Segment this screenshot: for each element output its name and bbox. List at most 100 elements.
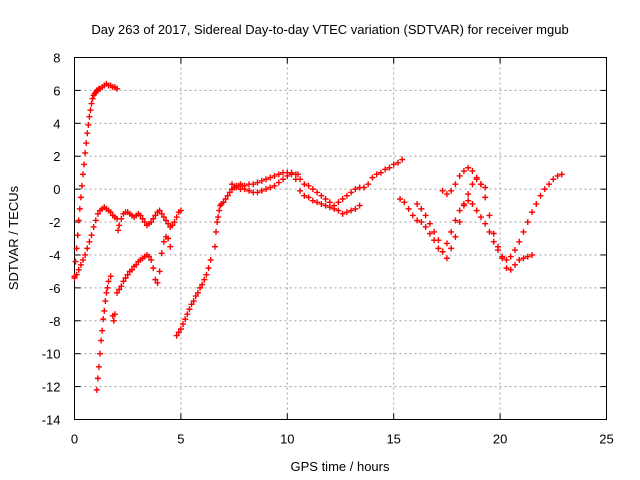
data-point-marker bbox=[86, 113, 93, 120]
data-point-marker bbox=[529, 209, 536, 216]
data-point-marker bbox=[216, 207, 223, 214]
data-point-marker bbox=[537, 192, 544, 199]
data-point-marker bbox=[116, 286, 123, 293]
data-point-marker bbox=[226, 189, 233, 196]
data-point-marker bbox=[199, 281, 206, 288]
data-point-marker bbox=[448, 187, 455, 194]
data-point-marker bbox=[448, 245, 455, 252]
x-tick-label: 20 bbox=[493, 432, 507, 447]
data-point-marker bbox=[141, 219, 148, 226]
data-point-marker bbox=[477, 181, 484, 188]
x-tick-label: 15 bbox=[386, 432, 400, 447]
data-point-marker bbox=[422, 223, 429, 230]
x-tick-label: 10 bbox=[280, 432, 294, 447]
data-point-marker bbox=[93, 386, 100, 393]
x-axis-label: GPS time / hours bbox=[291, 459, 390, 474]
y-tick-label: 6 bbox=[53, 83, 60, 98]
data-point-marker bbox=[165, 220, 172, 227]
data-point-marker bbox=[224, 192, 231, 199]
data-point-marker bbox=[516, 238, 523, 245]
data-point-marker bbox=[326, 204, 333, 211]
y-tick-label: 8 bbox=[53, 51, 60, 66]
data-point-marker bbox=[524, 253, 531, 260]
data-point-marker bbox=[250, 181, 257, 188]
data-point-marker bbox=[173, 332, 180, 339]
data-point-marker bbox=[348, 189, 355, 196]
data-point-marker bbox=[482, 194, 489, 201]
grid bbox=[74, 57, 607, 420]
data-point-marker bbox=[292, 176, 299, 183]
data-point-marker bbox=[386, 164, 393, 171]
data-point-marker bbox=[214, 219, 221, 226]
data-point-marker bbox=[399, 156, 406, 163]
data-point-marker bbox=[414, 200, 421, 207]
data-point-marker bbox=[435, 237, 442, 244]
data-point-marker bbox=[554, 172, 561, 179]
data-point-marker bbox=[84, 245, 91, 252]
data-point-marker bbox=[175, 329, 182, 336]
data-point-marker bbox=[72, 258, 79, 265]
data-point-marker bbox=[158, 210, 165, 217]
data-point-marker bbox=[254, 189, 261, 196]
data-point-marker bbox=[305, 194, 312, 201]
data-point-marker bbox=[452, 217, 459, 224]
plot-frame bbox=[74, 57, 607, 420]
data-point-marker bbox=[152, 276, 159, 283]
data-point-marker bbox=[118, 215, 125, 222]
data-point-marker bbox=[182, 316, 189, 323]
data-point-marker bbox=[520, 228, 527, 235]
data-point-marker bbox=[82, 149, 89, 156]
data-point-marker bbox=[215, 214, 222, 221]
data-point-marker bbox=[369, 174, 376, 181]
data-point-marker bbox=[150, 215, 157, 222]
data-point-marker bbox=[124, 271, 131, 278]
data-point-marker bbox=[314, 189, 321, 196]
data-point-marker bbox=[271, 172, 278, 179]
data-point-marker bbox=[460, 168, 467, 175]
data-point-marker bbox=[148, 219, 155, 226]
data-point-marker bbox=[102, 298, 109, 305]
data-point-marker bbox=[165, 235, 172, 242]
data-point-marker bbox=[473, 174, 480, 181]
data-point-marker bbox=[439, 248, 446, 255]
data-point-marker bbox=[197, 284, 204, 291]
data-point-marker bbox=[426, 220, 433, 227]
data-point-marker bbox=[152, 212, 159, 219]
data-point-marker bbox=[258, 187, 265, 194]
data-point-marker bbox=[507, 253, 514, 260]
data-point-marker bbox=[490, 238, 497, 245]
data-point-marker bbox=[107, 273, 114, 280]
data-point-marker bbox=[486, 228, 493, 235]
data-point-marker bbox=[499, 253, 506, 260]
data-point-marker bbox=[160, 238, 167, 245]
data-point-marker bbox=[87, 107, 94, 114]
y-tick-label: -8 bbox=[49, 314, 61, 329]
data-point-marker bbox=[213, 228, 220, 235]
data-point-marker bbox=[116, 222, 123, 229]
data-point-marker bbox=[71, 274, 78, 281]
data-point-marker bbox=[107, 209, 114, 216]
y-tick-label: -6 bbox=[49, 281, 61, 296]
data-point-marker bbox=[360, 184, 367, 191]
data-point-marker bbox=[73, 245, 80, 252]
data-point-marker bbox=[73, 271, 80, 278]
data-point-marker bbox=[309, 197, 316, 204]
data-point-marker bbox=[167, 243, 174, 250]
data-point-marker bbox=[507, 266, 514, 273]
x-tick-label: 5 bbox=[177, 432, 184, 447]
y-tick-label: -2 bbox=[49, 215, 61, 230]
data-point-marker bbox=[314, 199, 321, 206]
data-point-marker bbox=[280, 176, 287, 183]
y-tick-label: 4 bbox=[53, 116, 60, 131]
data-point-marker bbox=[533, 200, 540, 207]
data-point-marker bbox=[154, 279, 161, 286]
data-point-marker bbox=[558, 171, 565, 178]
data-point-marker bbox=[139, 215, 146, 222]
data-point-marker bbox=[84, 130, 91, 137]
y-tick-label: -4 bbox=[49, 248, 61, 263]
data-point-marker bbox=[114, 289, 121, 296]
x-tick-label: 25 bbox=[599, 432, 613, 447]
y-tick-label: 2 bbox=[53, 149, 60, 164]
data-point-marker bbox=[473, 207, 480, 214]
data-point-marker bbox=[356, 202, 363, 209]
